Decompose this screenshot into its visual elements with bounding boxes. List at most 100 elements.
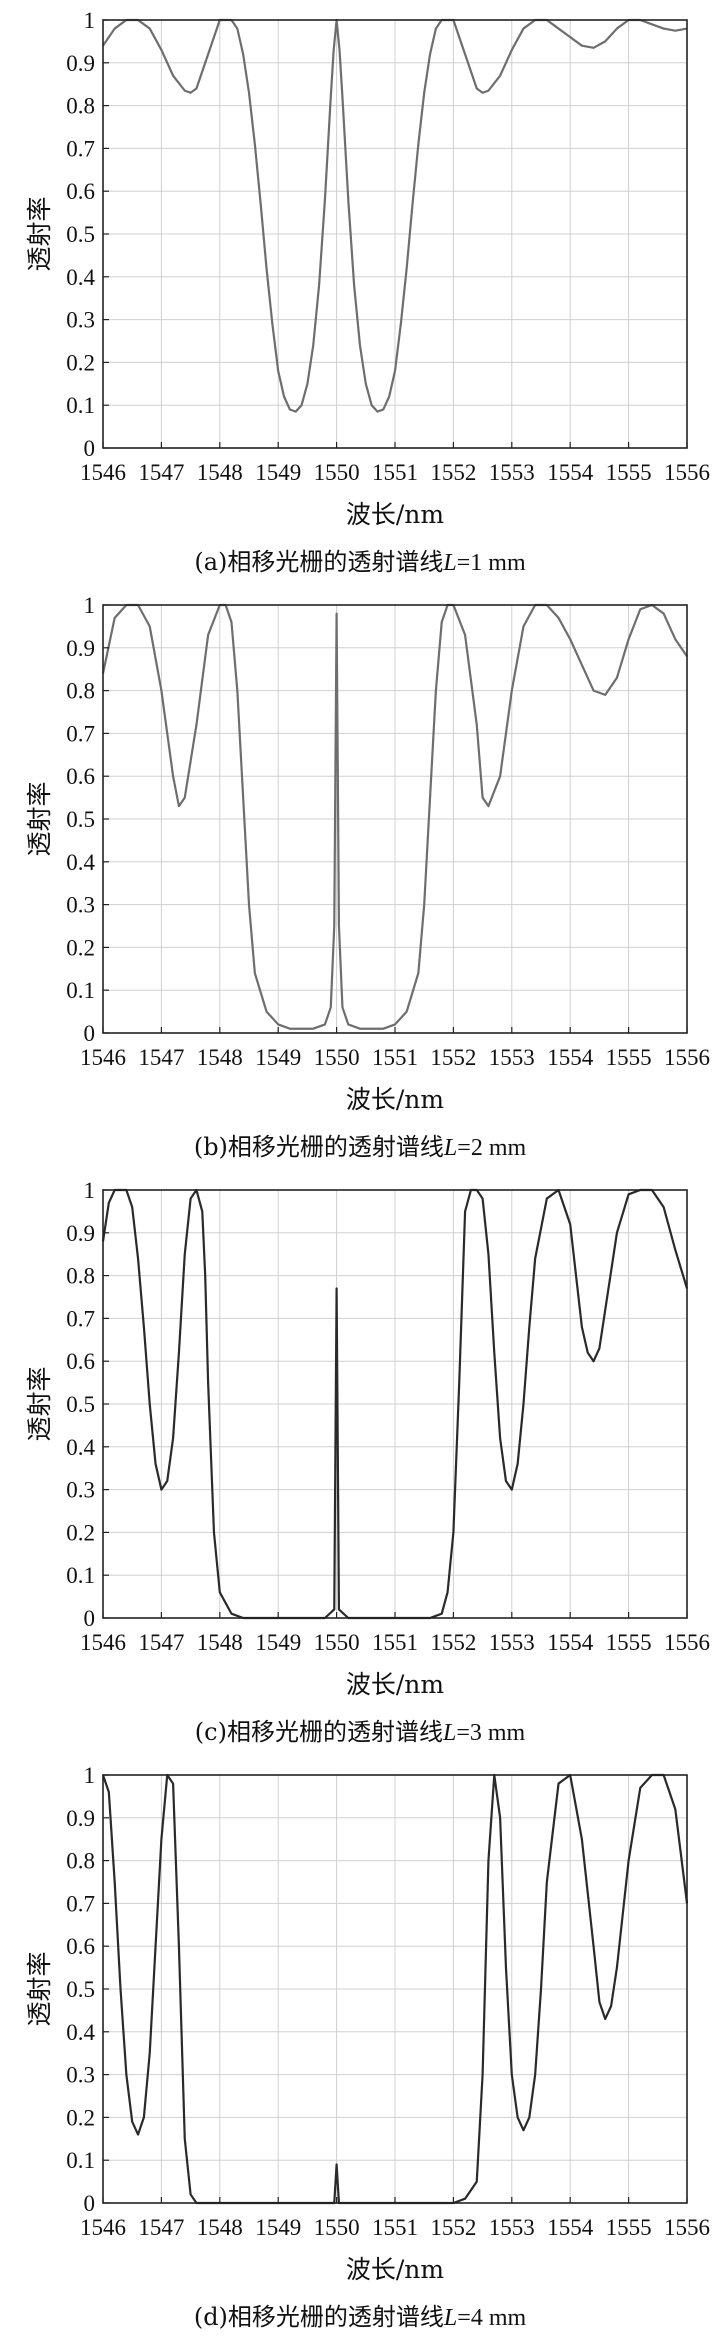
chart-svg: 1546 1547 1548 1549 1550 1551 1552 1553 1554 1555… <box>25 593 710 1161</box>
x-tick-label: 1548 <box>197 2215 243 2240</box>
x-tick-label: 1552 <box>430 1045 476 1070</box>
chart-panel-a: 1546 1547 1548 1549 1550 1551 1552 1553 1554 1555… <box>0 0 720 585</box>
y-tick-label: 0.1 <box>66 393 95 418</box>
x-tick-label: 1553 <box>489 2215 535 2240</box>
x-tick-label: 1546 <box>80 460 126 485</box>
x-tick-label: 1554 <box>547 1630 594 1655</box>
x-tick-label: 1550 <box>314 460 360 485</box>
x-tick-label: 1546 <box>80 1630 126 1655</box>
x-tick-label: 1555 <box>606 460 652 485</box>
y-tick-label: 0.3 <box>66 308 95 333</box>
chart-svg: 1546 1547 1548 1549 1550 1551 1552 1553 1554 1555… <box>25 1178 710 1746</box>
y-tick-label: 0.6 <box>66 1934 95 1959</box>
x-tick-label: 1555 <box>606 2215 652 2240</box>
x-axis-label: 波长/nm <box>346 2255 445 2284</box>
y-tick-label: 1 <box>84 593 96 618</box>
y-tick-label: 0.2 <box>66 935 95 960</box>
y-tick-label: 0.1 <box>66 2148 95 2173</box>
y-tick-label: 0.9 <box>66 1221 95 1246</box>
x-tick-label: 1555 <box>606 1630 652 1655</box>
x-axis-label: 波长/nm <box>346 1670 445 1699</box>
caption-variable: L <box>442 1720 456 1746</box>
y-axis-label: 透射率 <box>25 196 54 271</box>
x-tick-label: 1553 <box>489 1630 535 1655</box>
y-tick-label: 0 <box>84 2191 96 2216</box>
y-tick-label: 0.2 <box>66 2105 95 2130</box>
x-axis-label: 波长/nm <box>346 500 445 529</box>
y-tick-label: 0.8 <box>66 679 95 704</box>
y-tick-label: 0.4 <box>66 2020 95 2045</box>
x-tick-label: 1549 <box>255 460 301 485</box>
y-tick-label: 0.1 <box>66 1563 95 1588</box>
y-tick-label: 0.5 <box>66 807 95 832</box>
x-tick-label: 1550 <box>314 1630 360 1655</box>
x-tick-label: 1548 <box>197 460 243 485</box>
y-axis-label: 透射率 <box>25 1366 54 1441</box>
chart-svg: 1546 1547 1548 1549 1550 1551 1552 1553 1554 1555… <box>25 1763 710 2331</box>
caption-value: =3 mm <box>456 1720 525 1746</box>
chart-caption: (c)相移光栅的透射谱线L=3 mm <box>195 1718 526 1746</box>
y-tick-label: 0.5 <box>66 1392 95 1417</box>
x-tick-label: 1548 <box>197 1630 243 1655</box>
x-tick-label: 1551 <box>372 1045 418 1070</box>
x-tick-label: 1547 <box>138 1630 184 1655</box>
y-tick-label: 1 <box>84 1178 96 1203</box>
x-tick-label: 1555 <box>606 1045 652 1070</box>
x-tick-label: 1556 <box>664 1045 710 1070</box>
y-tick-label: 1 <box>84 8 96 33</box>
y-tick-label: 0.7 <box>66 136 95 161</box>
y-tick-label: 0.9 <box>66 1806 95 1831</box>
x-tick-label: 1546 <box>80 1045 126 1070</box>
x-axis-label: 波长/nm <box>346 1085 445 1114</box>
y-tick-label: 0.2 <box>66 1520 95 1545</box>
caption-text: (a)相移光栅的透射谱线 <box>194 548 443 576</box>
y-tick-label: 0.6 <box>66 1349 95 1374</box>
x-tick-label: 1556 <box>664 2215 710 2240</box>
y-tick-label: 0.8 <box>66 1849 95 1874</box>
chart-panel-c: 1546 1547 1548 1549 1550 1551 1552 1553 1554 1555… <box>0 1170 720 1755</box>
x-tick-label: 1550 <box>314 1045 360 1070</box>
y-tick-label: 0.4 <box>66 265 95 290</box>
caption-value: =4 mm <box>457 2305 526 2331</box>
x-tick-label: 1554 <box>547 1045 594 1070</box>
chart-panel-d: 1546 1547 1548 1549 1550 1551 1552 1553 1554 1555… <box>0 1755 720 2340</box>
x-tick-label: 1549 <box>255 1045 301 1070</box>
y-tick-label: 0.6 <box>66 179 95 204</box>
x-tick-label: 1549 <box>255 2215 301 2240</box>
y-tick-label: 0.8 <box>66 94 95 119</box>
caption-value: =2 mm <box>457 1135 526 1161</box>
caption-variable: L <box>443 2305 457 2331</box>
y-tick-label: 0.1 <box>66 978 95 1003</box>
x-tick-label: 1554 <box>547 2215 594 2240</box>
chart-panel-b: 1546 1547 1548 1549 1550 1551 1552 1553 1554 1555… <box>0 585 720 1170</box>
x-tick-label: 1551 <box>372 460 418 485</box>
x-tick-label: 1554 <box>547 460 594 485</box>
y-tick-label: 0 <box>84 1021 96 1046</box>
y-tick-label: 0.6 <box>66 764 95 789</box>
y-tick-label: 0.8 <box>66 1264 95 1289</box>
caption-variable: L <box>443 1135 457 1161</box>
x-tick-label: 1549 <box>255 1630 301 1655</box>
chart-svg: 1546 1547 1548 1549 1550 1551 1552 1553 1554 1555… <box>25 8 710 576</box>
caption-text: (d)相移光栅的透射谱线 <box>194 2303 444 2331</box>
y-tick-label: 0.7 <box>66 721 95 746</box>
x-tick-label: 1551 <box>372 2215 418 2240</box>
y-tick-label: 0.9 <box>66 636 95 661</box>
y-tick-label: 0.7 <box>66 1891 95 1916</box>
x-tick-label: 1552 <box>430 1630 476 1655</box>
y-tick-label: 0.4 <box>66 850 95 875</box>
y-tick-label: 0.9 <box>66 51 95 76</box>
x-tick-label: 1547 <box>138 1045 184 1070</box>
y-tick-label: 0.2 <box>66 350 95 375</box>
y-tick-label: 0 <box>84 1606 96 1631</box>
transmission-line <box>101 603 688 1030</box>
y-axis-label: 透射率 <box>25 781 54 856</box>
x-tick-label: 1552 <box>430 2215 476 2240</box>
y-tick-label: 0 <box>84 436 96 461</box>
x-tick-label: 1550 <box>314 2215 360 2240</box>
y-tick-label: 1 <box>84 1763 96 1788</box>
chart-caption: (b)相移光栅的透射谱线L=2 mm <box>194 1133 527 1161</box>
caption-text: (c)相移光栅的透射谱线 <box>195 1718 443 1746</box>
x-tick-label: 1547 <box>138 2215 184 2240</box>
y-tick-label: 0.4 <box>66 1435 95 1460</box>
